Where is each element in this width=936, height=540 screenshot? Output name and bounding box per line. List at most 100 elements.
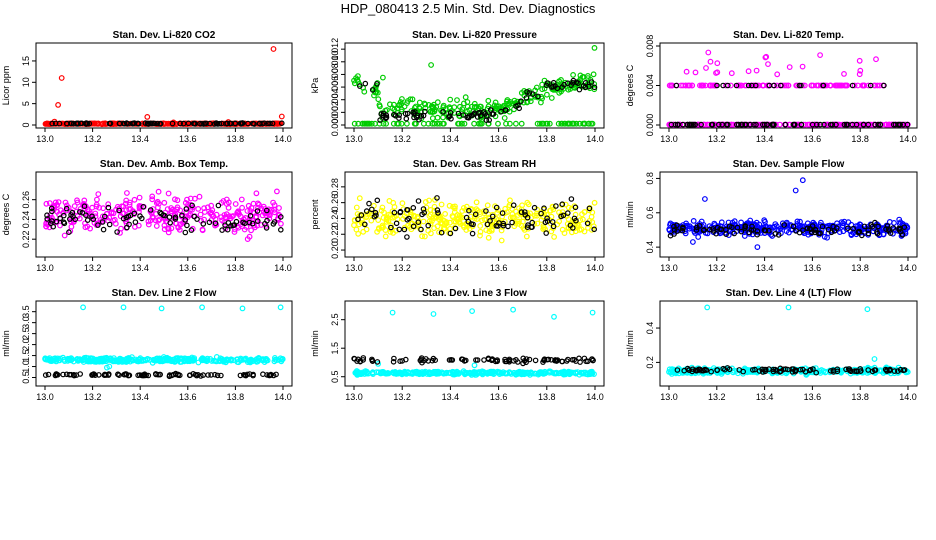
data-point	[418, 226, 424, 233]
y-tick-label: 0.28	[330, 178, 340, 196]
x-tick-label: 14.0	[274, 263, 292, 273]
data-point	[110, 217, 117, 224]
data-point	[427, 369, 433, 376]
data-point	[469, 230, 476, 237]
data-point	[841, 121, 848, 128]
data-point	[517, 370, 524, 377]
data-point	[191, 213, 198, 220]
data-point	[362, 80, 369, 87]
x-tick-label: 14.0	[899, 392, 917, 402]
x-tick-label: 13.8	[851, 134, 869, 144]
data-point	[570, 369, 576, 376]
data-point	[829, 121, 836, 128]
data-point	[427, 211, 434, 218]
data-point	[450, 214, 456, 221]
data-point	[766, 224, 773, 231]
data-point	[155, 217, 162, 224]
data-point	[356, 83, 363, 89]
data-point	[588, 120, 594, 127]
data-point	[447, 96, 454, 103]
data-point	[507, 197, 513, 204]
data-point	[464, 114, 471, 121]
data-point	[544, 80, 551, 86]
data-point	[212, 222, 219, 229]
data-point	[60, 219, 67, 226]
data-point	[455, 110, 462, 117]
data-point	[484, 202, 491, 209]
data-point	[874, 82, 881, 89]
data-point	[498, 227, 505, 234]
data-point	[374, 81, 380, 87]
data-point	[276, 205, 282, 211]
data-point	[487, 218, 493, 224]
data-point	[222, 214, 229, 221]
data-point	[751, 121, 757, 128]
data-point	[586, 83, 592, 90]
x-tick-label: 13.0	[36, 263, 54, 273]
data-point	[149, 193, 156, 200]
data-point	[267, 120, 273, 127]
data-point	[214, 372, 221, 379]
data-point	[418, 356, 424, 363]
data-point	[96, 372, 102, 378]
data-point	[799, 177, 806, 184]
data-point	[224, 226, 231, 233]
data-point	[759, 226, 766, 233]
data-point	[93, 196, 100, 203]
data-point	[264, 120, 271, 127]
data-point	[351, 120, 358, 127]
data-point	[770, 224, 776, 231]
y-tick-label: 0.008	[330, 63, 340, 86]
data-point	[485, 355, 492, 362]
data-point	[881, 82, 887, 89]
data-point	[520, 99, 527, 106]
data-point	[551, 233, 557, 240]
data-point	[383, 115, 389, 122]
data-point	[360, 357, 367, 363]
data-point	[53, 356, 60, 363]
plot-title: Stan. Dev. Gas Stream RH	[413, 159, 536, 170]
data-point	[551, 313, 557, 320]
panel-8: Stan. Dev. Line 3 Flow ml/min 13.0 13.2 13.4…	[310, 288, 605, 402]
data-point	[204, 204, 211, 211]
data-point	[569, 225, 576, 231]
data-point	[821, 121, 827, 128]
data-point	[460, 112, 467, 118]
data-point	[763, 121, 770, 128]
data-point	[435, 210, 441, 216]
data-point	[278, 220, 284, 227]
figure-title: HDP_080413 2.5 Min. Std. Dev. Diagnostic…	[340, 1, 596, 16]
data-point	[139, 358, 146, 364]
data-point	[761, 227, 768, 233]
series-colored	[352, 306, 597, 378]
series-colored	[42, 46, 285, 128]
data-point	[43, 200, 50, 207]
data-point	[742, 223, 749, 230]
data-point	[120, 215, 127, 222]
x-tick-label: 13.2	[84, 134, 102, 144]
data-point	[403, 115, 410, 122]
data-point	[590, 223, 597, 230]
data-point	[690, 239, 696, 245]
data-point	[205, 372, 211, 378]
data-point	[244, 371, 251, 378]
data-point	[668, 371, 675, 377]
data-point	[440, 370, 447, 377]
data-point	[52, 199, 59, 206]
data-point	[77, 209, 83, 215]
data-point	[427, 108, 434, 115]
data-point	[522, 212, 529, 218]
data-point	[828, 229, 835, 236]
data-point	[49, 120, 56, 127]
data-point	[397, 369, 403, 376]
data-point	[503, 107, 509, 114]
data-point	[865, 230, 872, 237]
data-point	[68, 120, 74, 127]
data-point	[254, 218, 261, 224]
data-point	[184, 222, 190, 229]
data-point	[189, 202, 195, 209]
data-point	[165, 229, 172, 236]
data-point	[383, 120, 390, 127]
data-point	[544, 211, 550, 218]
